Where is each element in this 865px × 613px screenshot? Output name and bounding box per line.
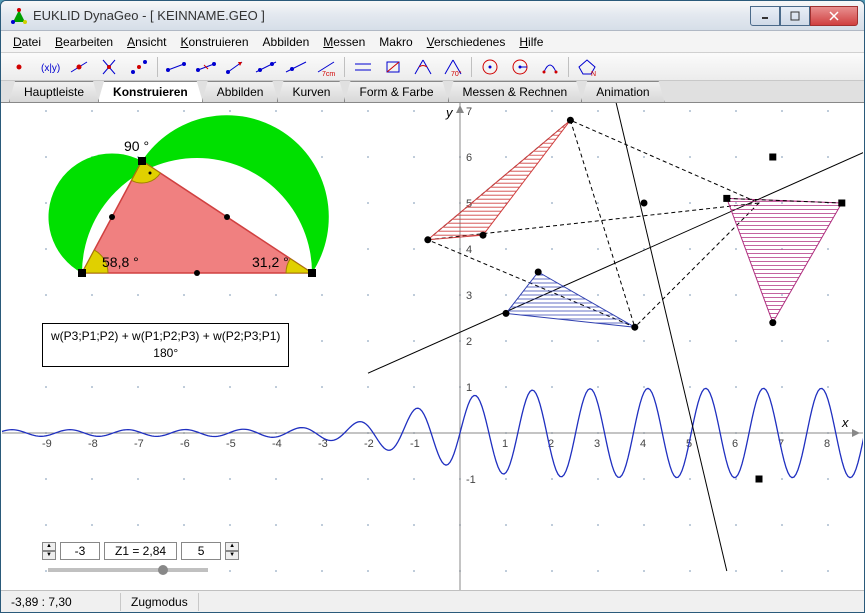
tab-formfarbe[interactable]: Form & Farbe (344, 81, 448, 102)
svg-text:4: 4 (640, 438, 646, 450)
app-icon (11, 8, 27, 24)
statusbar: -3,89 : 7,30 Zugmodus (1, 590, 864, 612)
menu-datei[interactable]: Datei (7, 33, 47, 51)
svg-text:6: 6 (732, 438, 738, 450)
tool-9[interactable] (284, 56, 308, 78)
svg-text:-7: -7 (134, 438, 144, 450)
menu-makro[interactable]: Makro (373, 33, 418, 51)
tab-abbilden[interactable]: Abbilden (202, 81, 279, 102)
svg-text:-6: -6 (180, 438, 190, 450)
svg-text:58,8 °: 58,8 ° (102, 254, 139, 270)
tab-hauptleiste[interactable]: Hauptleiste (9, 81, 99, 102)
svg-text:-1: -1 (466, 474, 476, 486)
tool-13[interactable] (411, 56, 435, 78)
menu-verschiedenes[interactable]: Verschiedenes (421, 33, 512, 51)
slider-thumb[interactable] (158, 565, 168, 575)
toolbar: (x|y) 7cm 70° N (1, 53, 864, 81)
svg-text:N: N (591, 71, 596, 78)
tab-konstruieren[interactable]: Konstruieren (98, 81, 203, 102)
slider-panel: ▲▼ -3 Z1 = 2,84 5 ▲▼ (42, 542, 239, 560)
tool-11[interactable] (351, 56, 375, 78)
tool-5[interactable] (164, 56, 188, 78)
menubar: DateiBearbeitenAnsichtKonstruierenAbbild… (1, 31, 864, 53)
app-window: EUKLID DynaGeo - [ KEINNAME.GEO ] DateiB… (0, 0, 865, 613)
svg-text:-8: -8 (88, 438, 98, 450)
titlebar[interactable]: EUKLID DynaGeo - [ KEINNAME.GEO ] (1, 1, 864, 31)
tabbar: HauptleisteKonstruierenAbbildenKurvenFor… (1, 81, 864, 103)
max-spinner[interactable]: ▲▼ (225, 542, 239, 560)
tab-animation[interactable]: Animation (581, 81, 664, 102)
slider-value[interactable]: Z1 = 2,84 (104, 542, 177, 560)
svg-text:31,2 °: 31,2 ° (252, 254, 289, 270)
slider-min[interactable]: -3 (60, 542, 100, 560)
menu-bearbeiten[interactable]: Bearbeiten (49, 33, 119, 51)
svg-text:3: 3 (466, 290, 472, 302)
svg-text:-2: -2 (364, 438, 374, 450)
svg-text:x: x (841, 415, 849, 430)
tool-7[interactable] (224, 56, 248, 78)
svg-text:-1: -1 (410, 438, 420, 450)
formula-line2: 180° (51, 345, 280, 362)
svg-text:1: 1 (466, 382, 472, 394)
svg-text:70°: 70° (451, 70, 462, 78)
slider-track[interactable] (48, 568, 208, 572)
svg-text:2: 2 (466, 336, 472, 348)
tool-2[interactable] (67, 56, 91, 78)
tool-16[interactable] (508, 56, 532, 78)
menu-hilfe[interactable]: Hilfe (513, 33, 549, 51)
svg-text:-5: -5 (226, 438, 236, 450)
menu-ansicht[interactable]: Ansicht (121, 33, 172, 51)
svg-text:y: y (445, 105, 454, 120)
drawing-canvas[interactable]: xy-9-8-7-6-5-4-3-2-112345678-1123456790 … (2, 103, 863, 590)
tool-4[interactable] (127, 56, 151, 78)
maximize-button[interactable] (780, 6, 810, 26)
tool-1[interactable]: (x|y) (37, 56, 61, 78)
tool-17[interactable] (538, 56, 562, 78)
menu-messen[interactable]: Messen (317, 33, 371, 51)
menu-abbilden[interactable]: Abbilden (257, 33, 316, 51)
tool-18[interactable]: N (575, 56, 599, 78)
tool-10[interactable]: 7cm (314, 56, 338, 78)
tool-0[interactable] (7, 56, 31, 78)
tool-12[interactable] (381, 56, 405, 78)
menu-konstruieren[interactable]: Konstruieren (174, 33, 254, 51)
slider-max[interactable]: 5 (181, 542, 221, 560)
svg-text:4: 4 (466, 244, 472, 256)
tab-messenrechnen[interactable]: Messen & Rechnen (448, 81, 583, 102)
svg-text:7cm: 7cm (322, 71, 335, 78)
svg-text:1: 1 (502, 438, 508, 450)
svg-text:-9: -9 (42, 438, 52, 450)
window-title: EUKLID DynaGeo - [ KEINNAME.GEO ] (33, 8, 750, 23)
tool-14[interactable]: 70° (441, 56, 465, 78)
svg-text:-4: -4 (272, 438, 282, 450)
svg-text:3: 3 (594, 438, 600, 450)
tab-kurven[interactable]: Kurven (277, 81, 345, 102)
min-spinner[interactable]: ▲▼ (42, 542, 56, 560)
svg-text:(x|y): (x|y) (41, 63, 60, 74)
status-coords: -3,89 : 7,30 (1, 593, 121, 611)
formula-box[interactable]: w(P3;P1;P2) + w(P1;P2;P3) + w(P2;P3;P1) … (42, 323, 289, 367)
tool-8[interactable] (254, 56, 278, 78)
tool-6[interactable] (194, 56, 218, 78)
status-mode: Zugmodus (121, 593, 199, 611)
tool-3[interactable] (97, 56, 121, 78)
tool-15[interactable] (478, 56, 502, 78)
svg-text:6: 6 (466, 152, 472, 164)
svg-text:7: 7 (466, 106, 472, 118)
svg-text:8: 8 (824, 438, 830, 450)
close-button[interactable] (810, 6, 858, 26)
svg-text:90 °: 90 ° (124, 138, 149, 154)
window-buttons (750, 6, 858, 26)
formula-line1: w(P3;P1;P2) + w(P1;P2;P3) + w(P2;P3;P1) (51, 328, 280, 345)
minimize-button[interactable] (750, 6, 780, 26)
